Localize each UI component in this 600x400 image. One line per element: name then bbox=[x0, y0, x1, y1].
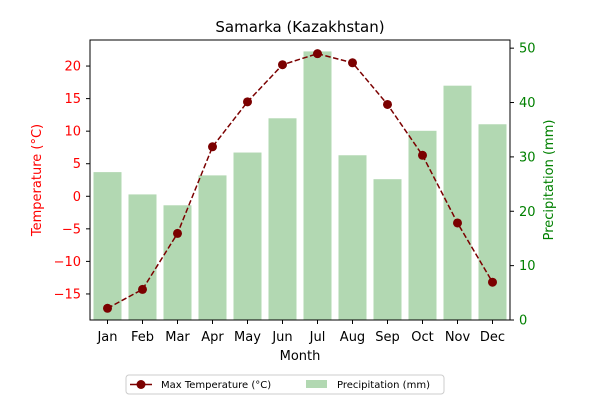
y-left-tick-label: 0 bbox=[73, 190, 81, 205]
legend: Max Temperature (°C) Precipitation (mm) bbox=[125, 374, 445, 395]
y-left-tick-label: −5 bbox=[62, 222, 81, 237]
x-axis-label: Month bbox=[280, 349, 321, 364]
temperature-point bbox=[138, 284, 147, 294]
y-right-tick-label: 0 bbox=[519, 314, 527, 329]
temperature-point bbox=[348, 58, 357, 68]
x-tick-label: Apr bbox=[201, 330, 224, 345]
x-tick-label: Oct bbox=[411, 330, 433, 345]
x-tick-label: May bbox=[234, 330, 261, 345]
precipitation-bar bbox=[443, 85, 472, 320]
x-tick-label: Jan bbox=[96, 330, 117, 345]
y-axis-left-label: Temperature (°C) bbox=[30, 124, 45, 237]
y-right-tick-label: 30 bbox=[519, 150, 536, 165]
x-tick-label: Mar bbox=[165, 330, 190, 345]
y-left-tick-label: 20 bbox=[64, 60, 81, 75]
legend-marker-swatch bbox=[136, 380, 146, 389]
y-left-tick-label: 5 bbox=[73, 157, 81, 172]
chart-title: Samarka (Kazakhstan) bbox=[215, 18, 384, 36]
precipitation-bar bbox=[338, 155, 367, 320]
precipitation-bars bbox=[93, 51, 507, 321]
y-right-tick-label: 40 bbox=[519, 96, 536, 111]
temperature-point bbox=[453, 218, 462, 228]
precipitation-bar bbox=[128, 194, 157, 320]
y-left-tick-label: −10 bbox=[54, 255, 81, 270]
legend-frame bbox=[125, 374, 445, 395]
temperature-point bbox=[313, 49, 322, 59]
temperature-point bbox=[243, 97, 252, 107]
plot-frame bbox=[89, 39, 511, 321]
precipitation-bar bbox=[93, 172, 122, 320]
precipitation-bar bbox=[478, 124, 507, 321]
y-left-tick-label: 10 bbox=[64, 125, 81, 140]
precipitation-bar bbox=[163, 205, 192, 320]
axes: Jan Feb Mar Apr May Jun Jul Aug Sep Oct Nov Dec −15 −… bbox=[54, 42, 536, 345]
precipitation-bar bbox=[268, 118, 297, 320]
temperature-point bbox=[278, 60, 287, 70]
x-tick-label: Feb bbox=[131, 330, 154, 345]
x-tick-label: Nov bbox=[445, 330, 471, 345]
precipitation-bar bbox=[233, 152, 262, 320]
y-left-tick-label: 15 bbox=[64, 92, 81, 107]
temperature-point bbox=[173, 228, 182, 238]
precipitation-bar bbox=[373, 179, 402, 320]
temperature-point bbox=[103, 303, 112, 313]
temperature-point bbox=[208, 142, 217, 152]
temperature-point bbox=[418, 150, 427, 160]
precipitation-bar bbox=[303, 51, 332, 321]
precipitation-bar bbox=[198, 175, 227, 320]
temperature-point bbox=[383, 99, 392, 109]
precipitation-bar bbox=[408, 130, 437, 320]
y-right-tick-label: 10 bbox=[519, 259, 536, 274]
y-left-tick-label: −15 bbox=[54, 287, 81, 302]
x-tick-label: Dec bbox=[480, 330, 505, 345]
x-tick-label: Aug bbox=[340, 330, 365, 345]
x-tick-label: Jul bbox=[309, 330, 326, 345]
temperature-point bbox=[488, 277, 497, 287]
x-tick-label: Jun bbox=[271, 330, 292, 345]
legend-bar-swatch bbox=[306, 380, 327, 388]
y-axis-right-label: Precipitation (mm) bbox=[542, 120, 557, 241]
legend-label-precipitation: Precipitation (mm) bbox=[337, 380, 430, 391]
x-tick-label: Sep bbox=[375, 330, 400, 345]
legend-label-temperature: Max Temperature (°C) bbox=[161, 380, 271, 391]
y-right-tick-label: 20 bbox=[519, 205, 536, 220]
temperature-line bbox=[107, 52, 494, 309]
y-right-tick-label: 50 bbox=[519, 42, 536, 57]
temperature-line-layer bbox=[103, 49, 497, 313]
